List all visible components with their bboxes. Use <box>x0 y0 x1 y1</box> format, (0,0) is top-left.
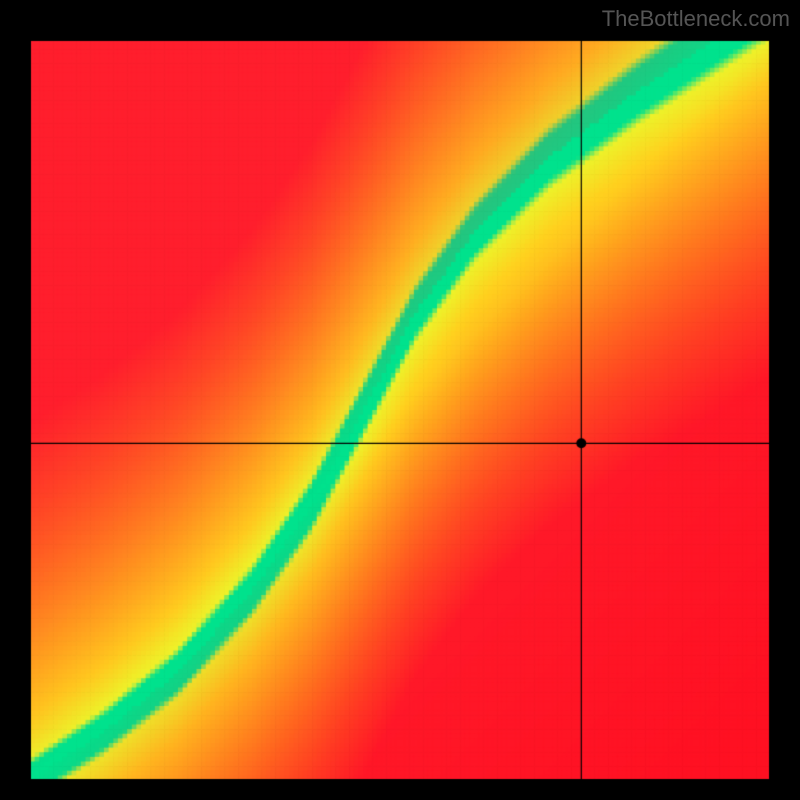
heatmap-canvas <box>0 0 800 800</box>
chart-container: TheBottleneck.com <box>0 0 800 800</box>
watermark-text: TheBottleneck.com <box>602 6 790 32</box>
